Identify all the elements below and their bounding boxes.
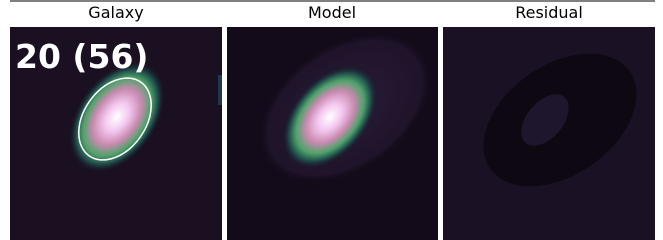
- panel-title: Residual: [515, 3, 583, 22]
- panel-title: Model: [308, 3, 356, 22]
- annotation: 20 (56): [15, 37, 149, 76]
- residual-panel: [443, 26, 661, 240]
- galaxy-panel: 20 (56): [10, 27, 222, 240]
- panel-title: Galaxy: [88, 3, 143, 22]
- figure: Galaxy Model Residual 20 (56): [0, 0, 663, 240]
- model-panel: [227, 3, 458, 240]
